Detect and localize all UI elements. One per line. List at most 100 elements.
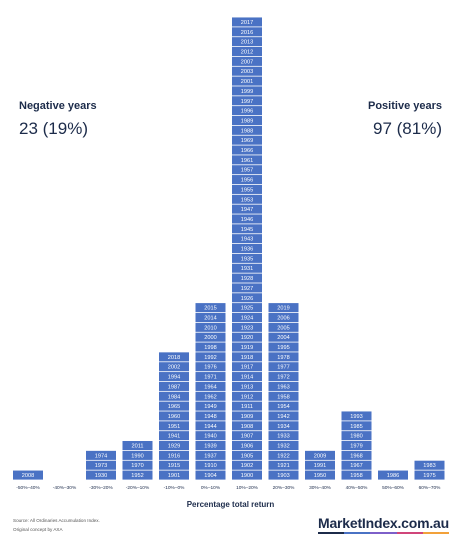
bar-box-rect (232, 253, 262, 263)
bar-box-rect (122, 441, 153, 451)
bar-year-label: 1939 (204, 444, 216, 450)
bar-year-label: 1960 (168, 414, 180, 420)
bar-box: 1902 (232, 460, 262, 470)
bar-year-label: 1971 (204, 375, 216, 381)
bar-box: 1961 (232, 155, 262, 165)
bar-box: 1972 (268, 372, 299, 382)
bar-box-rect (232, 106, 262, 116)
bar-year-label: 1979 (350, 444, 362, 450)
bar-year-label: 1926 (241, 296, 253, 302)
bar-year-label: 2008 (22, 473, 34, 479)
bar-year-label: 2009 (314, 453, 326, 459)
bar-box: 2017 (232, 17, 262, 27)
bar-year-label: 1906 (241, 444, 253, 450)
bar-box-rect (195, 401, 226, 411)
bar-box-rect (232, 263, 262, 273)
bar-box-rect (232, 332, 262, 342)
bar-box: 1988 (232, 125, 262, 135)
bar-box: 1996 (232, 106, 262, 116)
bar-year-label: 1934 (277, 424, 289, 430)
bar-year-label: 1931 (241, 266, 253, 272)
bar-box: 1937 (195, 450, 226, 460)
bar-box-rect (232, 342, 262, 352)
positive-years-title: Positive years (368, 100, 442, 112)
bar-year-label: 2017 (241, 20, 253, 26)
bar-box: 1945 (232, 224, 262, 234)
bar-box: 2019 (268, 303, 299, 313)
bar-box: 1978 (268, 352, 299, 362)
bar-box: 1929 (159, 441, 189, 451)
bar-box: 1985 (341, 421, 372, 431)
x-tick-label: 20%–30% (273, 485, 296, 491)
bar-box: 1970 (122, 460, 153, 470)
bar-year-label: 1932 (277, 444, 289, 450)
bar-box: 1907 (232, 431, 262, 441)
bar-box: 1977 (268, 362, 299, 372)
bar-box: 1962 (195, 391, 226, 401)
bar-box-rect (268, 470, 299, 480)
bar-year-label: 2004 (277, 335, 289, 341)
bar-year-label: 1913 (241, 384, 253, 390)
bar-box: 1947 (232, 204, 262, 214)
bar-year-label: 2010 (204, 325, 216, 331)
bar-box: 1960 (159, 411, 189, 421)
bar-box-rect (232, 224, 262, 234)
bar-box-rect (232, 47, 262, 57)
bar-year-label: 1994 (168, 375, 180, 381)
bar-year-label: 2014 (204, 315, 216, 321)
bar-box: 1944 (195, 421, 226, 431)
bar-box: 1928 (232, 273, 262, 283)
bar-box-rect (232, 155, 262, 165)
bar-year-label: 2016 (241, 30, 253, 36)
bar-box: 1920 (232, 332, 262, 342)
bar-box: 1992 (195, 352, 226, 362)
bar-year-label: 1986 (387, 473, 399, 479)
bar-box: 1922 (268, 450, 299, 460)
bar-year-label: 1966 (241, 148, 253, 154)
bar-box-rect (232, 362, 262, 372)
bar-box-rect (195, 342, 226, 352)
bar-box: 1949 (195, 401, 226, 411)
x-tick-label: 10%–20% (236, 485, 259, 491)
bar-year-label: 1970 (131, 463, 143, 469)
x-tick-label: 50%–60% (382, 485, 405, 491)
bar-box: 1936 (232, 244, 262, 254)
bar-box: 1984 (159, 391, 189, 401)
bar-box: 1924 (232, 312, 262, 322)
bar-box-rect (195, 332, 226, 342)
bar-box: 2010 (195, 322, 226, 332)
bar-year-label: 1912 (241, 394, 253, 400)
bar-box: 2011 (122, 441, 153, 451)
bar-box: 2008 (13, 470, 43, 480)
bar-year-label: 1998 (204, 345, 216, 351)
bar-year-label: 1947 (241, 207, 253, 213)
bar-box-rect (159, 372, 189, 382)
bar-box-rect (159, 391, 189, 401)
bar-box: 1927 (232, 283, 262, 293)
bar-box: 1958 (268, 391, 299, 401)
bar-box: 2005 (268, 322, 299, 332)
source-note: Source: All Ordinaries Accumulation Inde… (13, 518, 100, 523)
bar-year-label: 1921 (277, 463, 289, 469)
bar-box-rect (195, 450, 226, 460)
bar-box: 2018 (159, 352, 189, 362)
brand-stripe-segment (370, 532, 397, 534)
bar-year-label: 1944 (204, 424, 216, 430)
bar-box-rect (268, 460, 299, 470)
bar-box-rect (268, 372, 299, 382)
bar-box-rect (159, 352, 189, 362)
bar-box: 2016 (232, 27, 262, 37)
bar-box-rect (232, 194, 262, 204)
bar-box-rect (268, 352, 299, 362)
bar-box: 1946 (232, 214, 262, 224)
bar-box-rect (195, 421, 226, 431)
brand-logo[interactable]: MarketIndex.com.au (318, 515, 449, 534)
bar-year-label: 1927 (241, 286, 253, 292)
bar-year-label: 1977 (277, 365, 289, 371)
bar-box: 2000 (195, 332, 226, 342)
bar-year-label: 1991 (314, 463, 326, 469)
bar-box-rect (268, 342, 299, 352)
bar-box-rect (341, 470, 372, 480)
bar-box: 1994 (159, 372, 189, 382)
bar-box: 1958 (341, 470, 372, 480)
